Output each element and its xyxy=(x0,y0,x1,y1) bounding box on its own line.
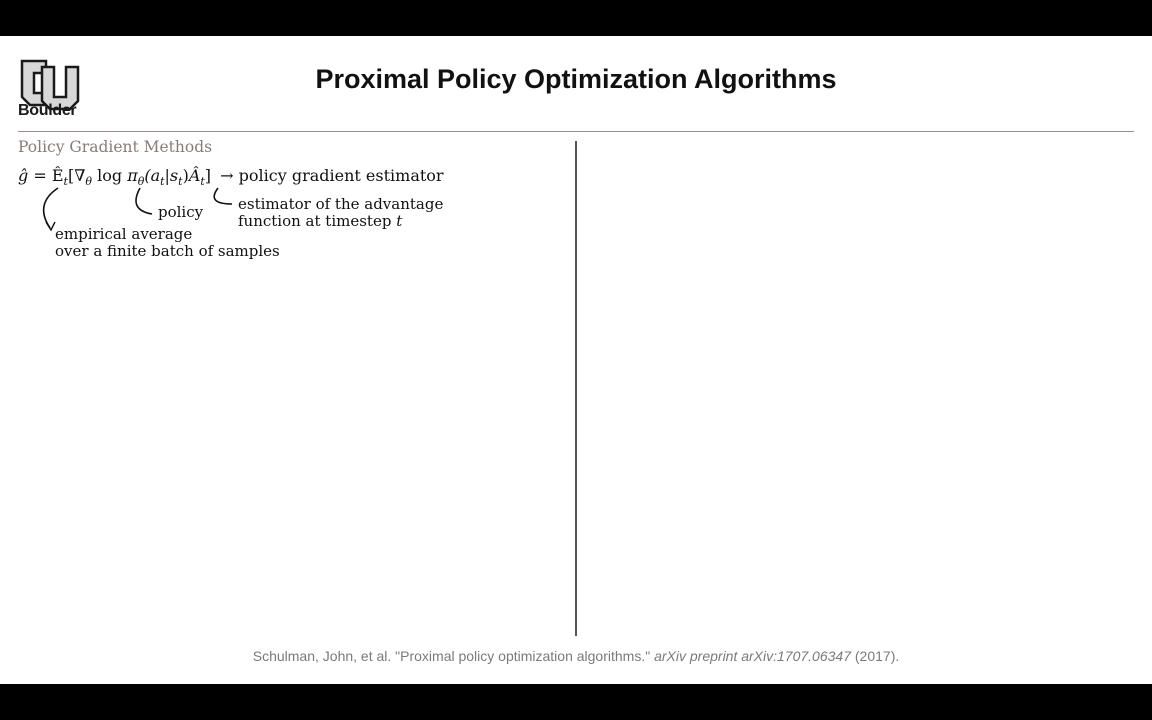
eq-lhs: ĝ xyxy=(18,166,29,185)
slide: Boulder Proximal Policy Optimization Alg… xyxy=(0,36,1152,684)
annotation-advantage-var: t xyxy=(396,212,403,230)
eq-log: log xyxy=(97,166,123,185)
annotation-advantage-line1: estimator of the advantage xyxy=(238,195,444,213)
annotation-empirical-line1: empirical average xyxy=(55,225,193,243)
eq-close-bracket: ] xyxy=(204,166,212,185)
eq-open-bracket: [ xyxy=(67,166,75,185)
eq-expectation-sub: t xyxy=(63,175,68,189)
eq-result: policy gradient estimator xyxy=(238,166,444,185)
eq-equals: = xyxy=(33,166,47,185)
cu-logo-icon xyxy=(20,59,80,111)
citation-year: (2017). xyxy=(854,648,900,664)
citation-venue: arXiv preprint arXiv:1707.06347 xyxy=(654,648,851,664)
eq-s-sub: t xyxy=(178,175,183,189)
annotation-advantage-line2: function at timestep t xyxy=(238,213,443,230)
eq-close-paren: ) xyxy=(182,166,189,185)
annotation-empirical-line2: over a finite batch of samples xyxy=(55,242,280,260)
curve-policy xyxy=(135,187,153,215)
eq-nabla-sub: θ xyxy=(85,175,92,189)
arrowhead-empirical xyxy=(45,221,56,232)
annotation-empirical: empirical average over a finite batch of… xyxy=(55,226,280,260)
citation: Schulman, John, et al. "Proximal policy … xyxy=(0,648,1152,664)
policy-gradient-equation: ĝ = Êt[∇θ log πθ(at|st)Ât] → policy grad… xyxy=(18,166,444,188)
eq-pi: π xyxy=(127,166,138,185)
eq-nabla: ∇ xyxy=(74,166,86,185)
header-divider xyxy=(18,131,1134,132)
annotation-advantage: estimator of the advantage function at t… xyxy=(238,196,443,230)
eq-args: (a xyxy=(144,166,161,185)
eq-arrow: → xyxy=(220,166,234,185)
eq-bar: |s xyxy=(164,166,179,185)
annotation-advantage-line2-text: function at timestep xyxy=(238,212,392,230)
logo-text: Boulder xyxy=(18,102,77,119)
eq-advantage: Â xyxy=(188,166,201,185)
slide-title: Proximal Policy Optimization Algorithms xyxy=(315,64,837,94)
eq-expectation: Ê xyxy=(51,166,64,185)
section-title: Policy Gradient Methods xyxy=(18,138,213,156)
annotation-policy: policy xyxy=(158,203,204,221)
eq-pi-sub: θ xyxy=(137,175,145,189)
citation-authors: Schulman, John, et al. "Proximal policy … xyxy=(252,648,651,664)
curve-advantage xyxy=(213,187,233,205)
column-divider xyxy=(575,141,577,636)
eq-a-sub: t xyxy=(160,175,165,189)
curve-empirical xyxy=(42,187,59,229)
eq-advantage-sub: t xyxy=(200,175,205,189)
